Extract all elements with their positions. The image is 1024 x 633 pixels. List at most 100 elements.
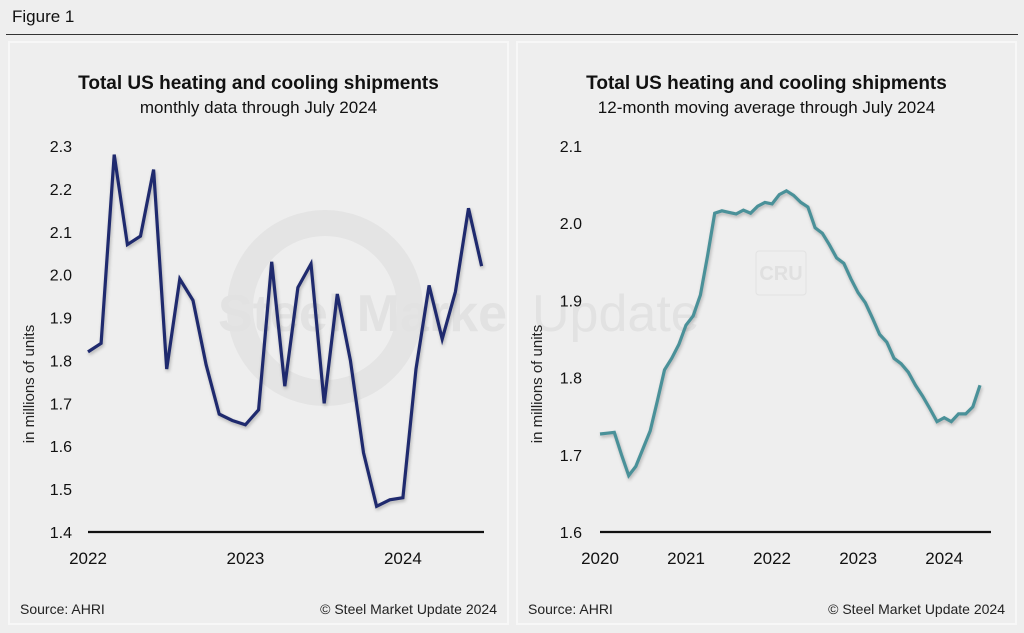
x-tick-label: 2023	[227, 549, 265, 568]
watermark-text-bold: Steel Market	[218, 285, 507, 343]
data-point	[828, 243, 831, 246]
data-point	[627, 474, 630, 477]
data-point	[296, 286, 299, 289]
copyright-note: © Steel Market Update 2024	[828, 601, 1005, 617]
data-point	[178, 277, 181, 280]
y-tick-label: 1.7	[50, 396, 72, 413]
data-point	[720, 209, 723, 212]
figure-divider	[6, 34, 1018, 35]
chart-subtitle: monthly data through July 2024	[139, 98, 378, 117]
watermark: CRU Update	[532, 250, 807, 343]
data-point	[957, 412, 960, 415]
data-point	[763, 201, 766, 204]
y-tick-label: 1.9	[50, 311, 72, 328]
data-point	[375, 505, 378, 508]
y-tick-label: 1.8	[50, 353, 72, 370]
watermark-cru-box	[755, 250, 807, 296]
y-tick-label: 1.5	[50, 482, 72, 499]
data-point	[979, 384, 982, 387]
data-point	[362, 451, 365, 454]
x-tick-labels: 2020 2021 2022 2023 2024	[581, 549, 963, 568]
data-point	[670, 357, 673, 360]
y-tick-label: 1.9	[560, 293, 582, 310]
y-tick-label: 2.3	[50, 139, 72, 156]
data-point	[849, 277, 852, 280]
data-point	[480, 265, 483, 268]
data-point	[785, 189, 788, 192]
data-point	[771, 202, 774, 205]
data-point	[415, 368, 418, 371]
data-point	[454, 290, 457, 293]
data-point	[244, 423, 247, 426]
y-axis-title: in millions of units	[529, 325, 546, 443]
y-tick-labels: 2.3 2.2 2.1 2.0 1.9 1.8 1.7 1.6 1.5 1.4	[50, 139, 72, 542]
source-note: Source: AHRI	[20, 601, 105, 617]
x-tick-label: 2022	[69, 549, 107, 568]
data-point	[950, 420, 953, 423]
data-point	[778, 193, 781, 196]
series-line-moving-average	[599, 188, 982, 479]
data-point	[692, 314, 695, 317]
data-point	[205, 363, 208, 366]
data-point	[283, 385, 286, 388]
data-point	[677, 343, 680, 346]
data-point	[900, 362, 903, 365]
data-point	[139, 235, 142, 238]
data-point	[928, 407, 931, 410]
data-point	[349, 359, 352, 362]
y-tick-label: 1.8	[560, 371, 582, 388]
chart-title: Total US heating and cooling shipments	[586, 73, 947, 94]
copyright-note: © Steel Market Update 2024	[320, 601, 497, 617]
data-point	[388, 498, 391, 501]
y-tick-label: 2.0	[560, 216, 582, 233]
y-axis-title: in millions of units	[21, 325, 38, 443]
data-point	[656, 399, 659, 402]
y-tick-label: 1.6	[560, 525, 582, 542]
x-tick-label: 2021	[667, 549, 705, 568]
watermark-text-light: Update	[532, 285, 700, 343]
y-tick-label: 2.2	[50, 182, 72, 199]
y-tick-label: 2.1	[50, 225, 72, 242]
data-point	[257, 408, 260, 411]
data-point	[749, 212, 752, 215]
data-point	[821, 232, 824, 235]
data-point	[441, 338, 444, 341]
data-point	[642, 447, 645, 450]
chart-subtitle: 12-month moving average through July 202…	[597, 98, 936, 117]
data-point	[401, 496, 404, 499]
data-point	[885, 341, 888, 344]
data-point	[663, 368, 666, 371]
data-point	[814, 226, 817, 229]
moving-average-chart-panel: CRU Update 2.1 2.0 1.9 1.8 1.7 1.6 2020 2021 202…	[516, 41, 1017, 625]
data-point	[735, 212, 738, 215]
x-tick-label: 2023	[839, 549, 877, 568]
data-point	[857, 291, 860, 294]
data-point	[713, 212, 716, 215]
data-point	[864, 301, 867, 304]
data-point	[728, 211, 731, 214]
data-point	[935, 420, 938, 423]
data-point	[742, 209, 745, 212]
data-point	[599, 432, 602, 435]
data-point	[756, 205, 759, 208]
data-point	[685, 324, 688, 327]
x-tick-label: 2024	[925, 549, 963, 568]
data-point	[270, 260, 273, 263]
x-tick-label: 2024	[384, 549, 422, 568]
y-tick-label: 1.6	[50, 439, 72, 456]
data-point	[792, 194, 795, 197]
data-point	[921, 395, 924, 398]
y-tick-label: 1.7	[560, 448, 582, 465]
y-tick-label: 2.1	[560, 139, 582, 156]
data-point	[323, 402, 326, 405]
chart-title: Total US heating and cooling shipments	[78, 73, 439, 94]
y-tick-label: 2.0	[50, 268, 72, 285]
data-point	[799, 201, 802, 204]
data-point	[218, 413, 221, 416]
source-note: Source: AHRI	[528, 601, 613, 617]
data-point	[191, 299, 194, 302]
data-point	[428, 284, 431, 287]
